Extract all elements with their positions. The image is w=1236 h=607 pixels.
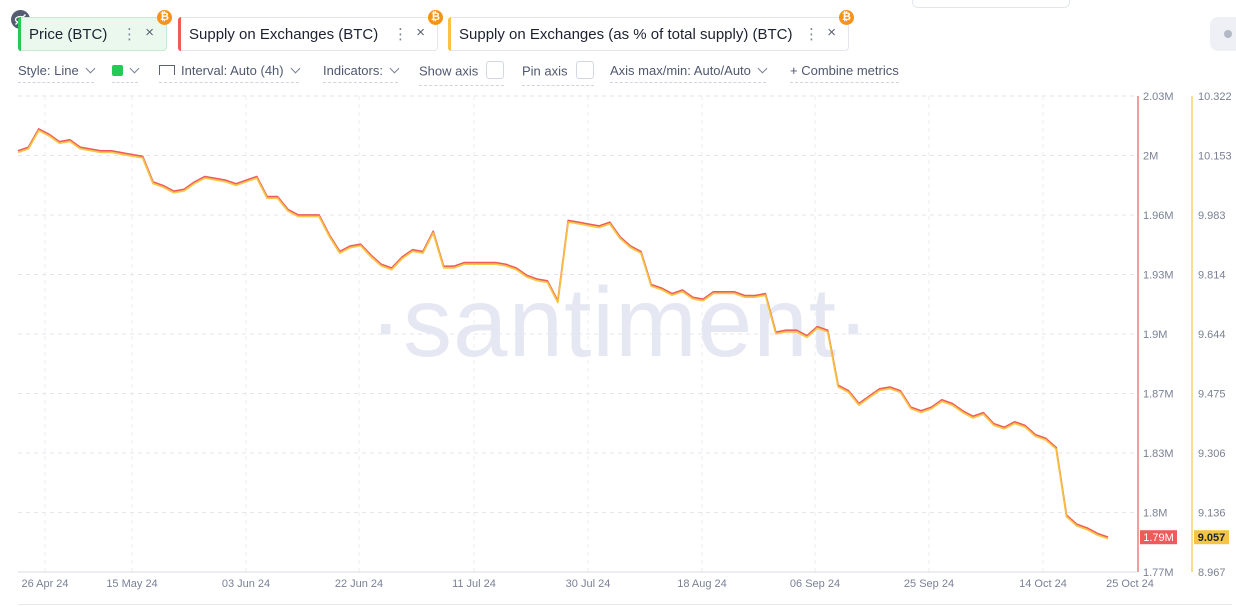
x-tick-label: 30 Jul 24 <box>566 578 611 590</box>
chevron-down-icon <box>290 63 301 74</box>
metric-menu-icon[interactable]: ⋮ <box>804 26 819 43</box>
current-value-badge-right <box>1194 530 1229 545</box>
dot-icon <box>1224 30 1232 38</box>
indicators-dropdown[interactable]: Indicators: <box>323 63 400 83</box>
y-right-tick-label: 9.644 <box>1198 329 1226 341</box>
current-value-badge-left <box>1140 530 1177 545</box>
metric-color-bar <box>178 17 181 51</box>
interval-label: Interval: Auto (4h) <box>181 63 284 78</box>
y-left-tick-label: 2M <box>1143 151 1158 163</box>
chart-grid <box>18 95 1137 573</box>
current-value-right: 9.057 <box>1198 532 1226 544</box>
series-lines <box>17 128 1109 540</box>
series-line-supply-percent <box>17 129 1109 540</box>
chevron-down-icon <box>85 63 96 74</box>
color-swatch <box>112 65 123 77</box>
y-left-tick-label: 1.93M <box>1143 270 1174 282</box>
side-panel-button[interactable] <box>1210 17 1236 51</box>
close-icon[interactable]: × <box>827 24 836 41</box>
x-tick-label: 03 Jun 24 <box>222 578 270 590</box>
close-icon[interactable]: × <box>145 24 154 41</box>
x-tick-label: 25 Sep 24 <box>904 578 954 590</box>
metric-chip-price[interactable]: Price (BTC) ⋮ × ₿ <box>18 10 172 51</box>
close-icon[interactable]: × <box>416 24 425 41</box>
chevron-down-icon <box>389 63 400 74</box>
combine-metrics-label: + Combine metrics <box>790 63 899 78</box>
chevron-down-icon <box>129 63 140 74</box>
series-line-supply <box>17 128 1109 539</box>
y-right-tick-label: 10.322 <box>1198 91 1232 103</box>
y-right-tick-label: 8.967 <box>1198 567 1226 579</box>
x-tick-label: 11 Jul 24 <box>452 578 496 590</box>
y-right-tick-label: 10.153 <box>1198 151 1232 163</box>
x-tick-label: 25 Oct 24 <box>1106 578 1154 590</box>
bitcoin-icon: ₿ <box>839 10 854 25</box>
show-axis-checkbox[interactable] <box>486 61 505 79</box>
style-label: Style: Line <box>18 63 79 78</box>
show-axis-toggle[interactable]: Show axis <box>419 61 505 86</box>
metric-label: Price (BTC) <box>29 25 108 43</box>
metric-label: Supply on Exchanges (as % of total suppl… <box>459 25 793 43</box>
y-right-tick-label: 9.306 <box>1198 448 1226 460</box>
y-left-tick-label: 2.03M <box>1143 91 1174 103</box>
chart-bottom-border <box>18 604 1232 605</box>
x-tick-label: 15 May 24 <box>106 578 157 590</box>
y-left-tick-label: 1.9M <box>1143 329 1167 341</box>
chart-axes: 2.03M 10.322 2M 10.153 1.96M 9.983 1.93M 9.814 1… <box>21 91 1231 590</box>
style-dropdown[interactable]: Style: Line <box>18 63 96 83</box>
metric-label: Supply on Exchanges (BTC) <box>189 25 379 43</box>
y-left-tick-label: 1.77M <box>1143 567 1174 579</box>
y-right-tick-label: 9.814 <box>1198 270 1226 282</box>
combine-metrics-button[interactable]: + Combine metrics <box>790 63 899 83</box>
bitcoin-icon: ₿ <box>157 10 172 25</box>
top-search-strip[interactable] <box>912 0 1070 8</box>
pin-axis-toggle[interactable]: Pin axis <box>522 61 594 86</box>
x-tick-label: 14 Oct 24 <box>1019 578 1067 590</box>
santiment-watermark: ·santiment· <box>369 267 870 377</box>
current-value-left: 1.79M <box>1143 532 1174 544</box>
chevron-down-icon <box>757 63 768 74</box>
indicators-label: Indicators: <box>323 63 383 78</box>
y-left-tick-label: 1.87M <box>1143 389 1174 401</box>
x-tick-label: 26 Apr 24 <box>21 578 68 590</box>
axis-maxmin-label: Axis max/min: Auto/Auto <box>610 63 751 78</box>
y-left-tick-label: 1.8M <box>1143 508 1167 520</box>
x-tick-label: 18 Aug 24 <box>677 578 727 590</box>
metric-color-bar <box>448 17 451 51</box>
axis-maxmin-dropdown[interactable]: Axis max/min: Auto/Auto <box>610 63 768 83</box>
interval-dropdown[interactable]: Interval: Auto (4h) <box>159 63 301 83</box>
metric-chip-supply[interactable]: Supply on Exchanges (BTC) ⋮ × ₿ <box>178 10 443 51</box>
metric-color-bar <box>18 17 21 51</box>
y-right-tick-label: 9.983 <box>1198 210 1226 222</box>
interval-icon <box>159 64 175 75</box>
pin-axis-label: Pin axis <box>522 63 568 79</box>
metric-menu-icon[interactable]: ⋮ <box>393 26 408 43</box>
show-axis-label: Show axis <box>419 63 479 79</box>
x-tick-label: 22 Jun 24 <box>335 578 383 590</box>
y-right-tick-label: 9.475 <box>1198 389 1226 401</box>
color-picker[interactable] <box>112 63 140 83</box>
metric-chip-supply-percent[interactable]: Supply on Exchanges (as % of total suppl… <box>448 10 854 51</box>
x-tick-label: 06 Sep 24 <box>790 578 840 590</box>
y-left-tick-label: 1.83M <box>1143 448 1174 460</box>
bitcoin-icon: ₿ <box>428 10 443 25</box>
y-right-tick-label: 9.136 <box>1198 508 1226 520</box>
y-left-tick-label: 1.96M <box>1143 210 1174 222</box>
metric-menu-icon[interactable]: ⋮ <box>122 26 137 43</box>
pin-axis-checkbox[interactable] <box>575 61 594 79</box>
